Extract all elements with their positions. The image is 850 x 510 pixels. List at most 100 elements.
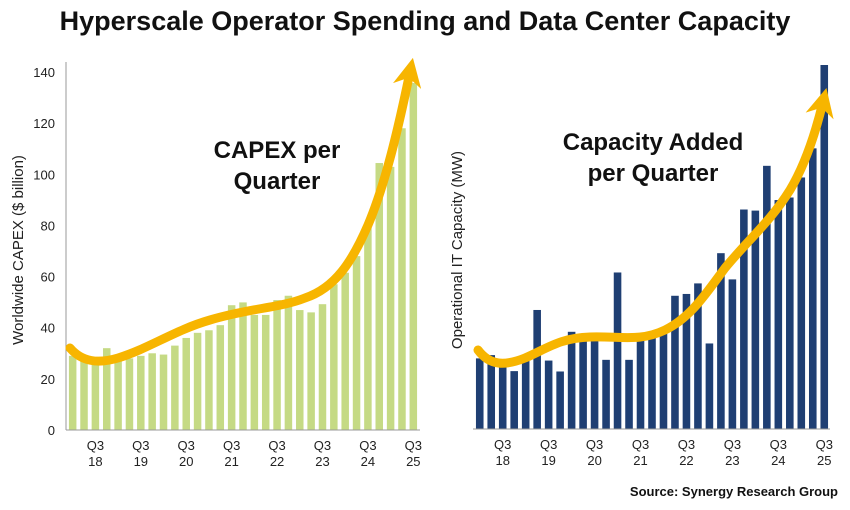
capacity-bar <box>659 329 668 429</box>
capacity-bar <box>705 343 714 429</box>
capacity-bar <box>648 333 656 429</box>
capex-bar <box>159 354 168 430</box>
capex-bar <box>330 284 338 430</box>
capacity-bar <box>590 339 599 429</box>
capex-x-tick-label: 25 <box>406 454 420 469</box>
capacity-x-tick-label: Q3 <box>632 437 649 452</box>
capex-y-tick-label: 20 <box>41 372 55 387</box>
capex-bar <box>182 337 190 430</box>
capex-bar <box>205 330 213 430</box>
capex-bar <box>307 312 315 430</box>
capacity-bar <box>774 200 783 429</box>
capacity-bar <box>556 371 564 429</box>
capacity-x-tick-label: 19 <box>541 453 555 468</box>
capex-y-tick-label: 0 <box>48 423 55 438</box>
capex-bar <box>125 358 134 430</box>
capacity-x-tick-label: 21 <box>633 453 647 468</box>
capex-x-tick-label: 23 <box>315 454 329 469</box>
capacity-bar <box>717 253 725 429</box>
capacity-x-tick-label: Q3 <box>816 437 833 452</box>
capex-bar <box>386 166 395 430</box>
capacity-bar <box>567 331 576 429</box>
capex-bar <box>80 358 88 430</box>
capacity-bar <box>475 358 484 429</box>
capex-y-axis-label: Worldwide CAPEX ($ billion) <box>10 155 27 345</box>
capex-x-tick-label: 22 <box>270 454 284 469</box>
capex-trend-arrow <box>65 57 422 366</box>
capex-y-tick-label: 60 <box>41 270 55 285</box>
capacity-annotation-line2: per Quarter <box>588 160 719 187</box>
capacity-bar <box>694 283 702 429</box>
capex-bar <box>364 225 372 430</box>
capacity-bar <box>487 355 496 429</box>
capacity-bar <box>636 338 645 429</box>
capex-y-tick-label: 140 <box>33 65 55 80</box>
capex-bar <box>114 360 122 430</box>
capacity-x-tick-label: 23 <box>725 453 739 468</box>
capex-bar <box>68 355 77 430</box>
capacity-bar <box>728 279 737 429</box>
chart-title: Hyperscale Operator Spending and Data Ce… <box>59 6 791 36</box>
capex-bar <box>193 332 202 430</box>
capacity-x-tick-label: 20 <box>587 453 601 468</box>
capex-x-tick-label: Q3 <box>314 438 331 453</box>
capex-bar <box>239 302 247 430</box>
capacity-bar <box>533 309 541 429</box>
capex-y-tick-label: 40 <box>41 321 55 336</box>
capex-bar <box>91 360 100 430</box>
capacity-bar <box>820 65 829 429</box>
capex-x-tick-label: 19 <box>134 454 148 469</box>
capacity-annotation-line1: Capacity Added <box>563 129 743 156</box>
capex-x-tick-label: 21 <box>224 454 238 469</box>
capacity-bar <box>751 210 760 429</box>
capex-x-tick-label: Q3 <box>405 438 422 453</box>
capacity-bar <box>625 359 633 429</box>
capacity-x-tick-label: Q3 <box>494 437 511 452</box>
capacity-bar <box>682 293 691 429</box>
capacity-bar <box>579 339 587 429</box>
capacity-x-tick-label: Q3 <box>678 437 695 452</box>
capex-y-tick-label: 120 <box>33 116 55 131</box>
capex-x-tick-label: Q3 <box>132 438 149 453</box>
capex-x-tick-label: 18 <box>88 454 102 469</box>
capacity-bar <box>498 366 507 429</box>
capex-y-tick-label: 100 <box>33 167 55 182</box>
capacity-x-tick-label: Q3 <box>540 437 557 452</box>
capacity-bar <box>544 360 553 429</box>
capacity-bar <box>808 148 817 429</box>
capex-bar <box>148 353 156 430</box>
capacity-bar <box>797 177 806 429</box>
capex-annotation-line1: CAPEX per <box>214 137 341 164</box>
capacity-bar <box>763 165 771 429</box>
capex-chart: Worldwide CAPEX ($ billion) 0 20 40 60 80 100… <box>10 57 422 469</box>
capex-bar <box>227 305 236 430</box>
capex-x-tick-label: Q3 <box>178 438 195 453</box>
capex-bar <box>171 345 179 430</box>
capex-annotation-line2: Quarter <box>234 168 321 195</box>
capex-x-tick-label: 20 <box>179 454 193 469</box>
capacity-bar <box>510 371 518 429</box>
capex-y-tick-label: 80 <box>41 218 55 233</box>
capacity-bar <box>786 197 794 429</box>
capacity-bar <box>521 359 530 429</box>
capex-bar <box>261 314 270 430</box>
capacity-x-tick-label: 18 <box>495 453 509 468</box>
capacity-bar <box>613 272 622 429</box>
capacity-trend-arrow <box>473 88 834 368</box>
capex-x-tick-label: Q3 <box>359 438 376 453</box>
capacity-bar <box>671 295 679 429</box>
capacity-bar <box>740 209 748 429</box>
capacity-bar <box>602 359 610 429</box>
capex-bar <box>398 128 406 430</box>
capex-x-tick-label: Q3 <box>223 438 240 453</box>
source-note: Source: Synergy Research Group <box>629 484 838 499</box>
capex-bar <box>318 304 327 430</box>
capex-bar <box>273 300 281 430</box>
capacity-chart: Operational IT Capacity (MW) Q318Q319Q32… <box>449 65 834 468</box>
capacity-x-tick-label: Q3 <box>724 437 741 452</box>
capacity-y-axis-label: Operational IT Capacity (MW) <box>449 151 466 349</box>
capex-bar <box>102 348 111 430</box>
capacity-x-tick-label: Q3 <box>770 437 787 452</box>
capex-bar <box>341 272 349 430</box>
capex-bar <box>284 295 293 430</box>
